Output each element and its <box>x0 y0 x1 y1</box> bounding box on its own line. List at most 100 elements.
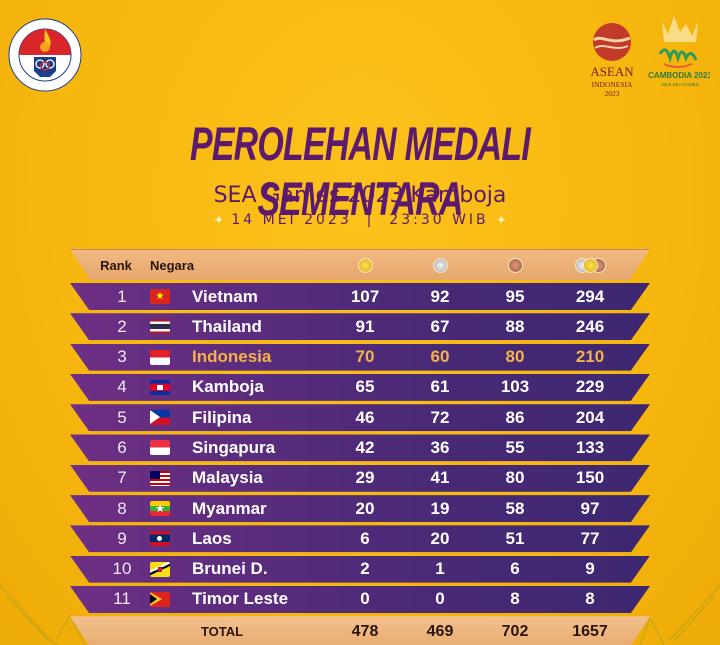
gold-medal-icon <box>335 250 395 280</box>
myanmar-flag-icon: ★ <box>150 495 170 522</box>
sparkle-icon: ✦ <box>496 213 507 227</box>
rank: 3 <box>117 347 127 367</box>
svg-text:2023: 2023 <box>605 89 620 98</box>
total-label: TOTAL <box>200 624 244 640</box>
total-count: 77 <box>580 528 600 548</box>
table-row: 8 ★ Myanmar 20 19 58 97 <box>70 495 650 523</box>
rank: 6 <box>117 437 127 457</box>
total-count: 150 <box>575 468 605 488</box>
table-row: 4 Kamboja 65 61 103 229 <box>70 373 650 401</box>
time: 23:30 WIB <box>389 212 489 228</box>
event-subtitle: SEA Games 2023 Kamboja <box>213 183 507 208</box>
gold-count: 107 <box>350 286 380 306</box>
silver-count: 60 <box>430 347 450 367</box>
gold-count: 91 <box>355 316 375 336</box>
singapore-flag-icon <box>150 434 170 461</box>
silver-count: 36 <box>430 437 450 457</box>
date: 14 MEI 2023 <box>231 212 352 228</box>
total-bronze: 702 <box>501 622 529 640</box>
total-silver: 469 <box>426 622 454 640</box>
total-count: 97 <box>580 498 600 518</box>
country-name: Filipina <box>192 407 252 427</box>
total-count: 210 <box>575 347 605 367</box>
bronze-count: 58 <box>505 498 525 518</box>
gold-count: 70 <box>355 347 375 367</box>
table-row: 1 ★ Vietnam 107 92 95 294 <box>70 283 650 310</box>
bronze-count: 103 <box>500 377 530 397</box>
philippines-flag-icon <box>150 404 170 431</box>
kemenpora-logo <box>8 18 82 92</box>
country-name: Myanmar <box>192 498 267 518</box>
rank: 5 <box>117 407 127 427</box>
silver-count: 61 <box>430 377 450 397</box>
bronze-count: 8 <box>510 589 520 609</box>
asean-cambodia-logos: ASEAN INDONESIA 2023 CAMBODIA 2023 32nd … <box>590 16 710 98</box>
silver-count: 92 <box>430 286 450 306</box>
silver-count: 20 <box>430 528 450 548</box>
table-header: Rank Negara <box>70 249 650 280</box>
table-row: 6 Singapura 42 36 55 133 <box>70 434 650 462</box>
silver-count: 41 <box>430 468 450 488</box>
total-count: 229 <box>575 377 605 397</box>
total-count: 204 <box>575 407 605 427</box>
bronze-count: 51 <box>505 528 525 548</box>
cambodia-flag-icon <box>150 374 170 401</box>
svg-text:INDONESIA: INDONESIA <box>592 80 633 89</box>
country-name: Thailand <box>192 316 262 336</box>
col-header-country: Negara <box>150 257 195 273</box>
total-count: 294 <box>575 286 605 306</box>
all-medals-icon <box>560 250 620 280</box>
silver-count: 67 <box>430 316 450 336</box>
thailand-flag-icon <box>150 313 170 340</box>
table-row-highlighted: 3 Indonesia 70 60 80 210 <box>70 343 650 371</box>
gold-count: 6 <box>360 528 370 548</box>
col-header-rank: Rank <box>100 257 132 273</box>
total-all: 1657 <box>572 622 608 640</box>
rank: 9 <box>117 528 127 548</box>
gold-count: 46 <box>355 407 375 427</box>
country-name: Brunei D. <box>192 559 268 579</box>
bronze-count: 80 <box>505 468 525 488</box>
rank: 10 <box>112 559 132 579</box>
gold-count: 0 <box>360 589 370 609</box>
svg-text:CAMBODIA 2023: CAMBODIA 2023 <box>648 71 710 80</box>
bronze-count: 88 <box>505 316 525 336</box>
medal-table: Rank Negara 1 ★ Vietnam 107 92 95 294 2 … <box>70 249 650 645</box>
table-row: 11 Timor Leste 0 0 8 8 <box>70 585 650 613</box>
sparkle-icon: ✦ <box>213 213 224 227</box>
bronze-count: 55 <box>505 437 525 457</box>
country-name: Vietnam <box>192 286 258 306</box>
table-row: 7 Malaysia 29 41 80 150 <box>70 464 650 492</box>
vietnam-flag-icon: ★ <box>150 283 170 310</box>
timor-leste-flag-icon <box>150 586 170 613</box>
total-count: 133 <box>575 437 605 457</box>
country-name: Indonesia <box>192 347 272 367</box>
bronze-count: 80 <box>505 347 525 367</box>
total-gold: 478 <box>351 622 379 640</box>
total-row: TOTAL 478 469 702 1657 <box>70 616 650 645</box>
rank: 11 <box>113 589 131 609</box>
silver-medal-icon <box>410 250 470 280</box>
rank: 2 <box>117 316 127 336</box>
malaysia-flag-icon <box>150 465 170 492</box>
table-row: 5 Filipina 46 72 86 204 <box>70 404 650 432</box>
table-row: 9 Laos 6 20 51 77 <box>70 525 650 553</box>
country-name: Timor Leste <box>192 589 289 609</box>
bronze-count: 6 <box>510 559 520 579</box>
gold-count: 29 <box>355 468 375 488</box>
rank: 7 <box>117 468 127 488</box>
silver-count: 19 <box>430 498 450 518</box>
silver-count: 1 <box>435 559 445 579</box>
gold-count: 2 <box>360 559 370 579</box>
country-name: Singapura <box>192 437 276 457</box>
country-name: Laos <box>192 528 232 548</box>
bronze-count: 95 <box>505 286 525 306</box>
decorative-star-left <box>0 584 86 645</box>
rank: 8 <box>117 498 127 518</box>
total-count: 8 <box>585 589 595 609</box>
total-count: 246 <box>575 316 605 336</box>
separator: | <box>366 212 375 228</box>
date-time-line: ✦ 14 MEI 2023 | 23:30 WIB ✦ <box>0 212 720 228</box>
gold-count: 20 <box>355 498 375 518</box>
brunei-flag-icon <box>150 556 170 583</box>
